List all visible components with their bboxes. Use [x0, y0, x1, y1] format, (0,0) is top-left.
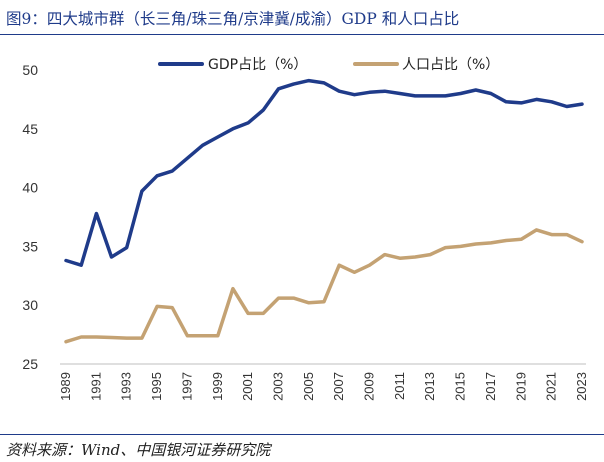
- x-tick-label: 2023: [574, 372, 589, 401]
- y-tick-label: 40: [22, 180, 38, 196]
- population-legend-label: 人口占比（%）: [402, 57, 499, 73]
- figure-title: 图9：四大城市群（长三角/珠三角/京津冀/成渝）GDP 和人口占比: [6, 10, 460, 28]
- y-tick-label: 25: [22, 356, 38, 372]
- title-divider: [0, 34, 604, 35]
- x-tick-label: 1999: [210, 372, 225, 401]
- source-divider: [0, 434, 604, 435]
- y-tick-label: 35: [22, 238, 38, 254]
- x-tick-label: 1997: [179, 372, 194, 401]
- gdp-legend-label: GDP占比（%）: [208, 57, 307, 73]
- x-tick-label: 1995: [149, 372, 164, 401]
- x-tick-label: 2021: [544, 372, 559, 401]
- y-axis: 25 30 35 40 45 50: [22, 62, 38, 372]
- x-tick-label: 1991: [88, 372, 103, 401]
- x-tick-label: 2007: [331, 372, 346, 401]
- line-chart: 25 30 35 40 45 50 1989 1991 1993 1995 1997 1999 200…: [22, 57, 589, 401]
- x-tick-label: 1993: [119, 372, 134, 401]
- x-tick-label: 2017: [483, 372, 498, 401]
- x-tick-label: 2009: [362, 372, 377, 401]
- y-tick-label: 30: [22, 297, 38, 313]
- x-tick-labels: 1989 1991 1993 1995 1997 1999 2001 2003 2005 2007…: [58, 372, 589, 401]
- population-share-line: [64, 228, 584, 344]
- x-tick-label: 2013: [422, 372, 437, 401]
- x-tick-label: 2005: [301, 372, 316, 401]
- x-tick-label: 2003: [270, 372, 285, 401]
- x-tick-label: 2015: [453, 372, 468, 401]
- y-tick-label: 45: [22, 121, 38, 137]
- x-tick-label: 2011: [392, 372, 407, 400]
- x-tick-label: 2019: [513, 372, 528, 401]
- gdp-share-line: [64, 78, 584, 267]
- x-tick-label: 2001: [240, 372, 255, 401]
- x-tick-label: 1989: [58, 372, 73, 401]
- legend: GDP占比（%） 人口占比（%）: [158, 57, 499, 73]
- series-lines: [64, 78, 584, 344]
- y-tick-label: 50: [22, 62, 38, 78]
- source-note: 资料来源：Wind、中国银河证券研究院: [6, 441, 271, 459]
